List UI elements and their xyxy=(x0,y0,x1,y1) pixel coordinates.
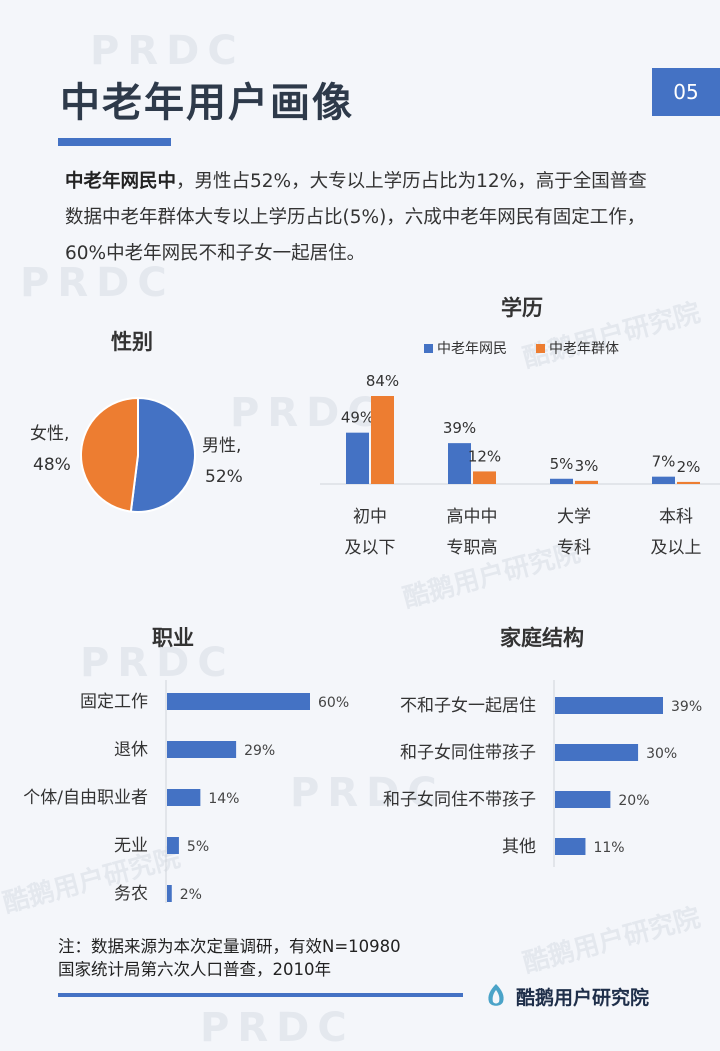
legend-label-population: 中老年群体 xyxy=(549,341,619,357)
pie-label-female: 女性, xyxy=(30,424,69,444)
edu-value-label: 49% xyxy=(341,409,374,427)
gender-chart-title: 性别 xyxy=(111,330,153,354)
edu-value-label: 5% xyxy=(550,455,574,473)
edu-category-label: 专科 xyxy=(557,538,591,558)
hbar-1 xyxy=(555,744,639,761)
brand-name: 酷鹅用户研究院 xyxy=(516,986,650,1009)
edu-bar-3-0 xyxy=(652,476,675,484)
edu-value-label: 2% xyxy=(677,458,701,476)
watermark-prdc: PRDC xyxy=(200,1005,355,1051)
legend-swatch-online xyxy=(424,344,433,353)
hbar-2 xyxy=(167,789,201,806)
family-chart-title: 家庭结构 xyxy=(500,626,584,650)
hbar-category-label: 务农 xyxy=(114,884,148,904)
hbar-value-label: 39% xyxy=(671,699,702,715)
edu-category-label: 高中中 xyxy=(447,507,498,527)
legend-label-online: 中老年网民 xyxy=(437,341,507,357)
hbar-value-label: 30% xyxy=(646,746,677,762)
edu-value-label: 7% xyxy=(652,453,676,471)
pie-label-male: 男性, xyxy=(202,436,241,456)
edu-bar-2-0 xyxy=(550,478,573,484)
hbar-value-label: 11% xyxy=(593,840,624,856)
occupation-bar-chart: 固定工作 60% 退休 29% 个体/自由职业者 14% 无业 5% 务农 2% xyxy=(23,680,349,904)
hbar-3 xyxy=(167,837,179,854)
hbar-value-label: 14% xyxy=(208,791,239,807)
title-underline xyxy=(58,138,171,146)
edu-category-label: 及以上 xyxy=(651,538,702,558)
hbar-value-label: 5% xyxy=(187,839,209,855)
hbar-category-label: 其他 xyxy=(502,837,536,857)
source-note: 注：数据来源为本次定量调研，有效N=10980 国家统计局第六次人口普查，201… xyxy=(58,935,401,981)
footer-divider xyxy=(58,993,463,997)
edu-bar-2-1 xyxy=(575,480,598,484)
edu-bar-3-1 xyxy=(677,481,700,484)
watermark-brand: 酷鹅用户研究院 xyxy=(519,902,704,979)
edu-value-label: 12% xyxy=(468,447,501,465)
edu-category-label: 大学 xyxy=(557,507,591,527)
edu-bar-1-1 xyxy=(473,471,496,484)
hbar-value-label: 20% xyxy=(618,793,649,809)
hbar-value-label: 29% xyxy=(244,743,275,759)
edu-bar-1-0 xyxy=(448,443,471,484)
edu-category-label: 专职高 xyxy=(447,538,498,558)
hbar-3 xyxy=(555,838,586,855)
family-bar-chart: 不和子女一起居住 39% 和子女同住带孩子 30% 和子女同住不带孩子 20% 其他 11% xyxy=(383,680,702,867)
hbar-0 xyxy=(167,693,310,710)
edu-bar-0-1 xyxy=(371,396,394,484)
legend-swatch-population xyxy=(536,344,545,353)
edu-value-label: 39% xyxy=(443,419,476,437)
edu-category-label: 及以下 xyxy=(345,538,396,558)
hbar-category-label: 和子女同住不带孩子 xyxy=(383,790,536,810)
hbar-category-label: 无业 xyxy=(114,836,148,856)
edu-value-label: 84% xyxy=(366,372,399,390)
education-chart-title: 学历 xyxy=(501,296,543,320)
hbar-category-label: 退休 xyxy=(114,740,148,760)
edu-value-label: 3% xyxy=(575,457,599,475)
hbar-4 xyxy=(167,885,172,902)
pie-value-female: 48% xyxy=(33,455,71,475)
source-note-line2: 国家统计局第六次人口普查，2010年 xyxy=(58,960,331,979)
pie-slice-1 xyxy=(80,396,139,513)
summary-bold: 中老年网民中 xyxy=(65,171,177,192)
occupation-chart-title: 职业 xyxy=(152,626,194,650)
summary-rest: ，男性占52%，大专以上学历占比为12%，高于全国普查数据中老年群体大专以上学历… xyxy=(65,171,647,264)
gender-pie-chart: 女性, 48% 男性, 52% xyxy=(30,396,243,513)
pie-value-male: 52% xyxy=(205,467,243,487)
brand-logo: 酷鹅用户研究院 xyxy=(482,982,649,1010)
watermark-prdc: PRDC xyxy=(90,28,245,74)
page-number-badge: 05 xyxy=(652,68,720,116)
edu-bar-0-0 xyxy=(346,432,369,484)
hbar-category-label: 不和子女一起居住 xyxy=(400,696,536,716)
hbar-category-label: 固定工作 xyxy=(80,692,148,712)
hbar-2 xyxy=(555,791,611,808)
pie-slice-0 xyxy=(129,396,196,513)
hbar-category-label: 和子女同住带孩子 xyxy=(400,743,536,763)
hbar-0 xyxy=(555,697,663,714)
edu-category-label: 初中 xyxy=(353,507,387,527)
edu-category-label: 本科 xyxy=(659,507,693,527)
hbar-value-label: 2% xyxy=(180,887,202,903)
source-note-line1: 注：数据来源为本次定量调研，有效N=10980 xyxy=(58,937,401,956)
hbar-1 xyxy=(167,741,237,758)
summary-text: 中老年网民中，男性占52%，大专以上学历占比为12%，高于全国普查数据中老年群体… xyxy=(65,164,665,272)
page-title: 中老年用户画像 xyxy=(60,80,354,126)
hbar-category-label: 个体/自由职业者 xyxy=(23,788,148,808)
penguin-logo-icon xyxy=(488,984,504,1006)
hbar-value-label: 60% xyxy=(318,695,349,711)
